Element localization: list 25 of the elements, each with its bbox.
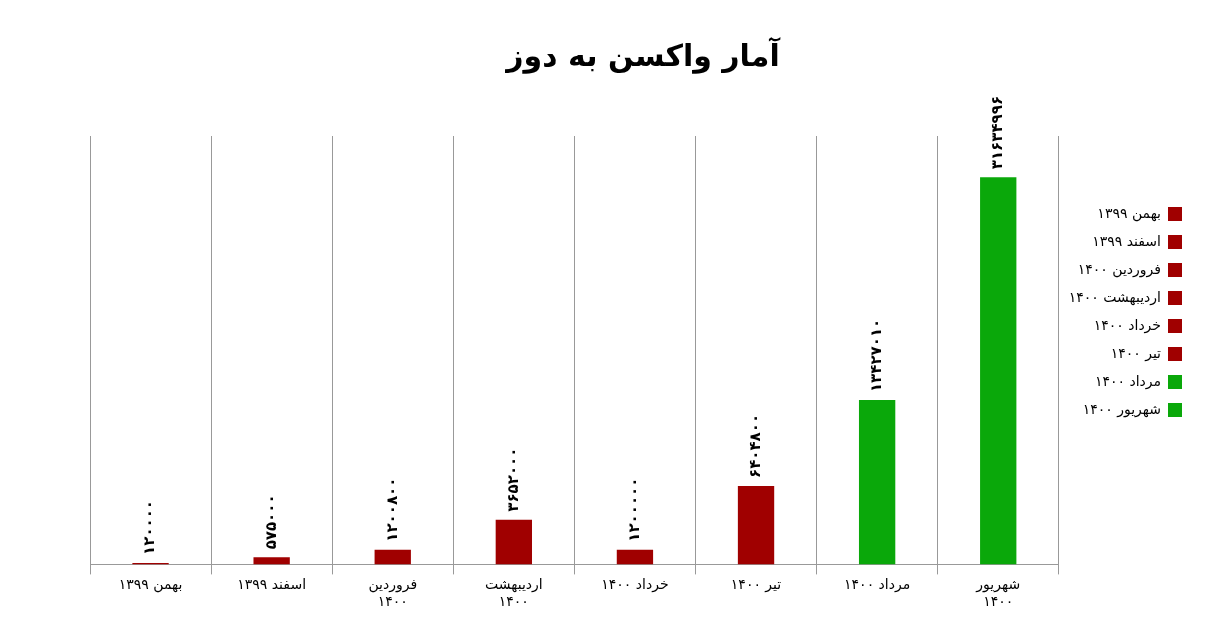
- x-tick-label: فروردین ۱۴۰۰: [368, 576, 418, 610]
- x-tick-label: شهریور ۱۴۰۰: [975, 576, 1021, 610]
- data-label: ۱۳۴۲۷۰۱۰: [867, 318, 886, 393]
- chart-title: آمار واکسن به دوز: [504, 36, 781, 74]
- x-tick-label: خرداد ۱۴۰۰: [601, 576, 669, 594]
- data-label: ۳۶۵۲۰۰۰: [503, 447, 522, 512]
- legend-label: اسفند ۱۳۹۹: [1092, 232, 1161, 249]
- legend-label: مرداد ۱۴۰۰: [1094, 372, 1161, 390]
- data-label: ۵۷۵۰۰۰: [261, 494, 280, 550]
- x-tick-label: اسفند ۱۳۹۹: [237, 576, 307, 593]
- legend-label: اردیبهشت ۱۴۰۰: [1068, 288, 1161, 306]
- x-tick-label: تیر ۱۴۰۰: [730, 576, 782, 594]
- x-tick-label: اردیبهشت ۱۴۰۰: [484, 576, 543, 610]
- data-label: ۳۱۶۳۴۹۹۶: [988, 95, 1007, 170]
- legend-label: شهریور ۱۴۰۰: [1082, 400, 1161, 418]
- data-label: ۱۲۰۰۰۰۰: [624, 477, 643, 542]
- legend-label: خرداد ۱۴۰۰: [1093, 316, 1161, 334]
- data-label: ۱۲۰۰۰۰: [140, 499, 159, 555]
- x-tick-label: مرداد ۱۴۰۰: [844, 576, 911, 594]
- data-label: ۱۲۰۰۸۰۰: [382, 477, 401, 542]
- legend-label: فروردین ۱۴۰۰: [1077, 260, 1161, 278]
- x-tick-label: بهمن ۱۳۹۹: [118, 576, 183, 594]
- legend-label: تیر ۱۴۰۰: [1110, 344, 1162, 362]
- data-label: ۶۴۰۴۸۰۰: [745, 413, 764, 479]
- legend-label: بهمن ۱۳۹۹: [1097, 204, 1161, 222]
